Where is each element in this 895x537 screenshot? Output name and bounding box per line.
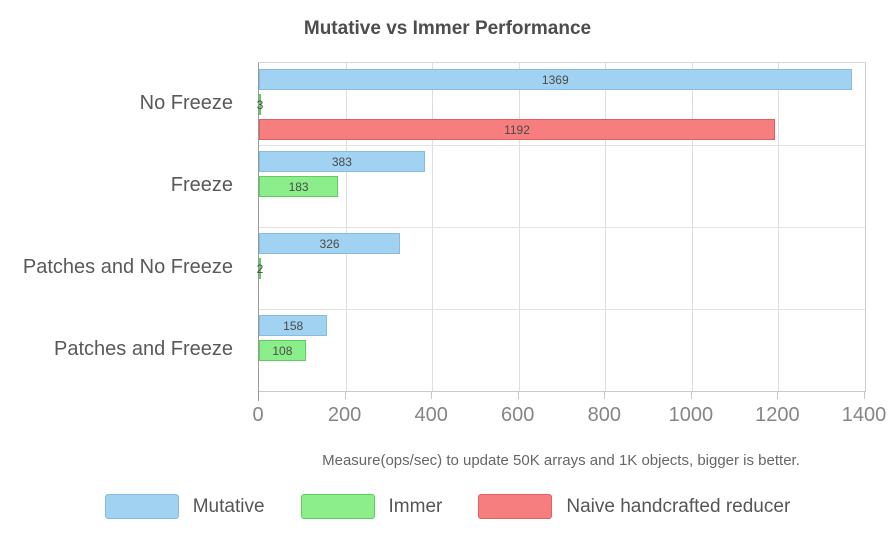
legend-label-mutative: Mutative [192,495,265,517]
legend-swatch-mutative [104,494,179,519]
legend-swatch-immer [300,494,375,519]
axis-caption: Measure(ops/sec) to update 50K arrays an… [322,452,800,469]
bar-value-label: 1192 [504,122,530,137]
x-tick-mark-400 [431,391,433,399]
bar-value-label: 3 [256,97,264,112]
legend-item-immer[interactable]: Immer [300,494,443,519]
bar-value-label: 158 [283,318,304,333]
y-category-label-freeze: Freeze [170,173,233,196]
gridline-category-boundary [259,309,865,310]
x-tick-mark-800 [604,391,606,399]
plot-area: 1369 3 1192 383 183 326 2 158 108 [256,62,866,392]
legend-label-naive-handcrafted-reducer: Naive handcrafted reducer [566,495,791,517]
legend-swatch-naive-handcrafted-reducer [478,494,553,519]
gridline-category-boundary [259,227,865,228]
bar-patches-and-no-freeze-immer: 2 [256,258,264,279]
bar-value-label: 383 [331,154,352,169]
legend-item-naive-handcrafted-reducer[interactable]: Naive handcrafted reducer [478,494,790,519]
bar-value-label: 183 [288,179,309,194]
x-tick-mark-200 [344,391,346,399]
x-tick-mark-1200 [777,391,779,399]
bar-patches-and-no-freeze-mutative: 326 [259,233,401,254]
y-category-label-patches-and-freeze: Patches and Freeze [54,337,233,360]
x-tick-label-0: 0 [252,404,264,426]
bar-value-label: 326 [319,236,340,251]
x-tick-label-1200: 1200 [755,404,800,426]
x-tick-mark-600 [517,391,519,399]
legend-label-immer: Immer [388,495,443,517]
bar-patches-and-freeze-immer: 108 [259,340,306,361]
bar-no-freeze-naive-handcrafted-reducer: 1192 [259,119,775,140]
chart-legend: Mutative Immer Naive handcrafted reducer [0,494,895,519]
bar-value-label: 2 [256,261,264,276]
x-tick-label-600: 600 [501,404,535,426]
x-tick-label-1000: 1000 [668,404,714,426]
bar-freeze-immer: 183 [259,176,339,197]
x-axis: 0 200 400 600 800 1000 1200 1400 [252,391,886,436]
x-tick-mark-1000 [690,391,692,399]
y-category-label-patches-and-no-freeze: Patches and No Freeze [22,255,233,278]
bar-freeze-mutative: 383 [259,151,425,172]
x-tick-label-400: 400 [414,404,448,426]
legend-item-mutative[interactable]: Mutative [104,494,265,519]
bar-value-label: 1369 [541,72,569,87]
bar-value-label: 108 [272,343,293,358]
x-tick-label-800: 800 [587,404,621,426]
x-tick-mark-0 [258,391,259,401]
bar-no-freeze-mutative: 1369 [259,69,852,90]
bar-no-freeze-immer: 3 [256,94,264,115]
chart-title: Mutative vs Immer Performance [303,18,592,39]
x-tick-label-1400: 1400 [841,404,887,426]
y-category-label-no-freeze: No Freeze [139,91,233,114]
bar-patches-and-freeze-mutative: 158 [259,315,328,336]
x-tick-label-200: 200 [327,404,362,426]
x-tick-mark-1400 [864,391,865,399]
gridline-category-boundary [259,145,865,146]
y-axis-category-labels: No Freeze Freeze Patches and No Freeze Patc… [0,62,246,390]
